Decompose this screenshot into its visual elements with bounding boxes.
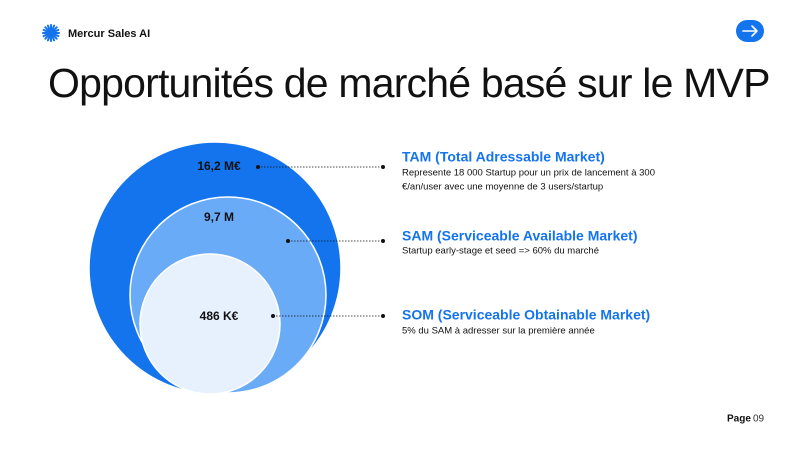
som-circle <box>139 253 281 395</box>
page-number: 09 <box>753 414 765 425</box>
som-description: 5% du SAM à adresser sur la première ann… <box>402 326 595 337</box>
tam-description: €/an/user avec une moyenne de 3 users/st… <box>402 182 603 193</box>
sam-name: SAM (Serviceable Available Market) <box>402 228 638 244</box>
sam-value: 9,7 M <box>204 210 234 224</box>
connectors <box>256 165 385 318</box>
tam-value: 16,2 M€ <box>197 159 241 173</box>
slide-title: Opportunités de marché basé sur le MVP <box>48 60 770 106</box>
page-label: Page <box>727 414 751 425</box>
som-value: 486 K€ <box>200 309 239 323</box>
sam-description: Startup early-stage et seed => 60% du ma… <box>402 246 599 257</box>
tam-name: TAM (Total Adressable Market) <box>402 149 605 165</box>
brand: Mercur Sales AI <box>68 28 150 40</box>
tam-description: Represente 18 000 Startup pour un prix d… <box>402 168 655 179</box>
next-button[interactable] <box>736 20 764 42</box>
som-name: SOM (Serviceable Obtainable Market) <box>402 307 650 323</box>
logo-icon <box>42 24 60 42</box>
